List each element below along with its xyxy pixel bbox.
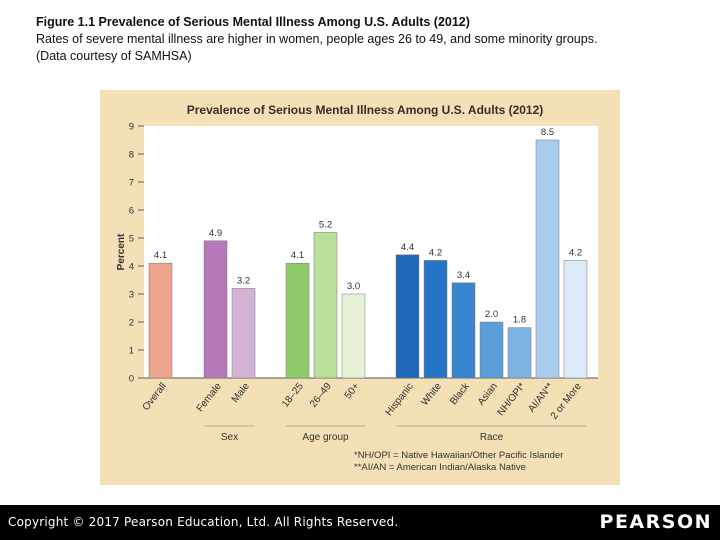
category-label: 50+ xyxy=(343,381,362,401)
y-tick-label: 8 xyxy=(129,150,134,161)
group-label: Age group xyxy=(302,432,349,443)
figure-caption: Figure 1.1 Prevalence of Serious Mental … xyxy=(36,14,706,65)
bar-value-label: 1.8 xyxy=(513,315,526,326)
group-label: Sex xyxy=(221,432,238,443)
category-label: Hispanic xyxy=(384,381,416,418)
bar-value-label: 8.5 xyxy=(541,127,554,138)
bar xyxy=(423,260,448,379)
category-label: AI/AN** xyxy=(526,381,556,415)
y-tick-label: 1 xyxy=(129,346,134,357)
category-label: Female xyxy=(195,381,224,414)
category-label: Male xyxy=(230,381,252,405)
bar-value-label: 5.2 xyxy=(319,219,332,230)
y-tick-label: 5 xyxy=(129,234,134,245)
y-tick-label: 0 xyxy=(129,374,134,385)
copyright-text: Copyright © 2017 Pearson Education, Ltd.… xyxy=(8,515,399,529)
y-tick-label: 4 xyxy=(129,262,134,273)
category-label: Asian xyxy=(476,381,500,407)
footnote: **AI/AN = American Indian/Alaska Native xyxy=(354,462,526,473)
bar-value-label: 3.2 xyxy=(237,275,250,286)
bar-value-label: 3.0 xyxy=(347,281,360,292)
bar xyxy=(203,240,228,379)
category-label: 18–25 xyxy=(280,381,306,410)
category-label: Black xyxy=(448,380,472,407)
bar xyxy=(341,293,366,379)
bar xyxy=(563,260,588,379)
bar-chart: Prevalence of Serious Mental Illness Amo… xyxy=(116,103,598,473)
category-label: NH/OPI* xyxy=(496,381,528,418)
bar-value-label: 4.9 xyxy=(209,228,222,239)
bar-value-label: 3.4 xyxy=(457,270,470,281)
category-label: White xyxy=(419,381,444,408)
bar xyxy=(231,288,256,379)
bar xyxy=(395,254,420,379)
chart-figure: Prevalence of Serious Mental Illness Amo… xyxy=(100,90,620,485)
y-tick-label: 6 xyxy=(129,206,134,217)
caption-source: (Data courtesy of SAMHSA) xyxy=(36,49,192,63)
caption-title: Figure 1.1 Prevalence of Serious Mental … xyxy=(36,15,470,29)
footnote: *NH/OPI = Native Hawaiian/Other Pacific … xyxy=(354,450,563,461)
caption-description: Rates of severe mental illness are highe… xyxy=(36,32,598,46)
y-tick-label: 9 xyxy=(129,122,134,133)
y-tick-label: 7 xyxy=(129,178,134,189)
bar-value-label: 4.1 xyxy=(291,250,304,261)
bar xyxy=(507,327,532,379)
bar xyxy=(313,232,338,379)
bar xyxy=(285,262,310,379)
bar-value-label: 4.4 xyxy=(401,242,414,253)
bar xyxy=(148,262,173,379)
bar xyxy=(479,321,504,379)
category-label: Overall xyxy=(141,381,169,413)
footer-bar: Copyright © 2017 Pearson Education, Ltd.… xyxy=(0,505,720,540)
bar-value-label: 4.2 xyxy=(569,247,582,258)
y-tick-label: 2 xyxy=(129,318,134,329)
category-label: 26–49 xyxy=(308,381,334,410)
pearson-logo: PEARSON xyxy=(599,511,712,533)
group-label: Race xyxy=(480,432,504,443)
bar-value-label: 2.0 xyxy=(485,309,498,320)
y-tick-label: 3 xyxy=(129,290,134,301)
chart-title: Prevalence of Serious Mental Illness Amo… xyxy=(187,103,544,117)
bar-value-label: 4.2 xyxy=(429,247,442,258)
bar xyxy=(535,139,560,379)
bar xyxy=(451,282,476,379)
bar-value-label: 4.1 xyxy=(154,250,167,261)
y-axis-label: Percent xyxy=(116,233,127,270)
